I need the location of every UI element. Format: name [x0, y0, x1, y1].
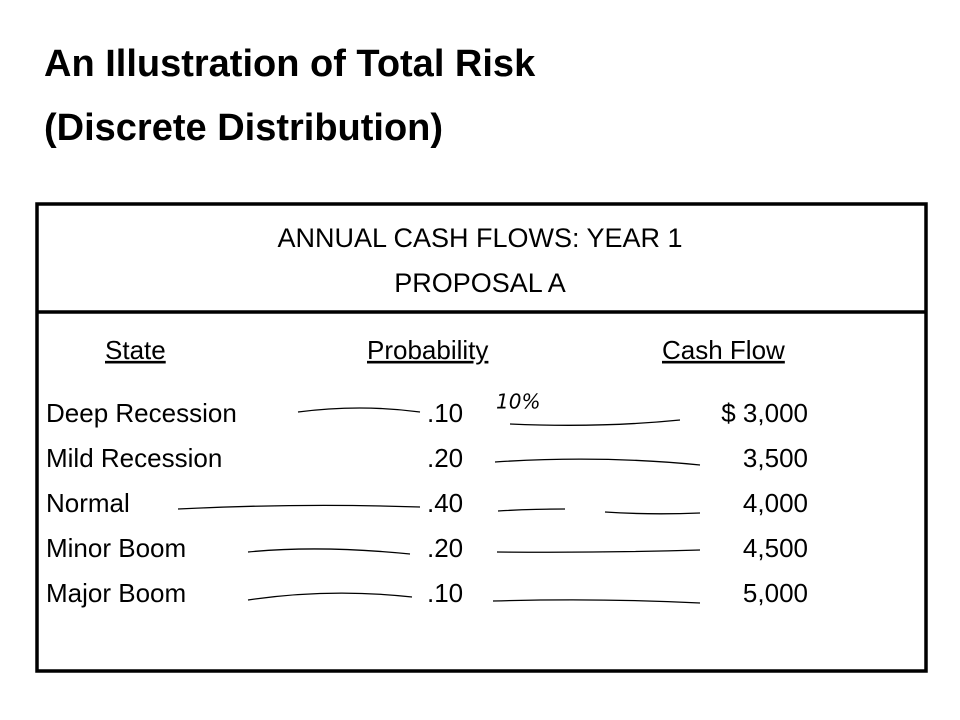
- column-header: State: [105, 335, 166, 365]
- table-box: [35, 202, 928, 673]
- column-header: Cash Flow: [662, 335, 785, 365]
- box-heading: PROPOSAL A: [394, 268, 566, 298]
- cash-flow: 5,000: [743, 578, 808, 608]
- cash-flow: $ 3,000: [721, 398, 808, 428]
- cash-flow: 4,500: [743, 533, 808, 563]
- column-header: Probability: [367, 335, 488, 365]
- handwritten-note: 10%: [496, 390, 540, 414]
- title-line: An Illustration of Total Risk: [44, 43, 536, 85]
- cash-flow: 4,000: [743, 488, 808, 518]
- state: Minor Boom: [46, 533, 186, 563]
- probability: .20: [427, 443, 463, 473]
- cash-flow: 3,500: [743, 443, 808, 473]
- state: Mild Recession: [46, 443, 222, 473]
- title-line: (Discrete Distribution): [44, 107, 443, 149]
- probability: .10: [427, 578, 463, 608]
- state: Normal: [46, 488, 130, 518]
- state: Deep Recession: [46, 398, 237, 428]
- probability: .40: [427, 488, 463, 518]
- box-heading: ANNUAL CASH FLOWS: YEAR 1: [277, 223, 682, 253]
- probability: .20: [427, 533, 463, 563]
- probability: .10: [427, 398, 463, 428]
- hand-lines: [177, 407, 701, 604]
- state: Major Boom: [46, 578, 186, 608]
